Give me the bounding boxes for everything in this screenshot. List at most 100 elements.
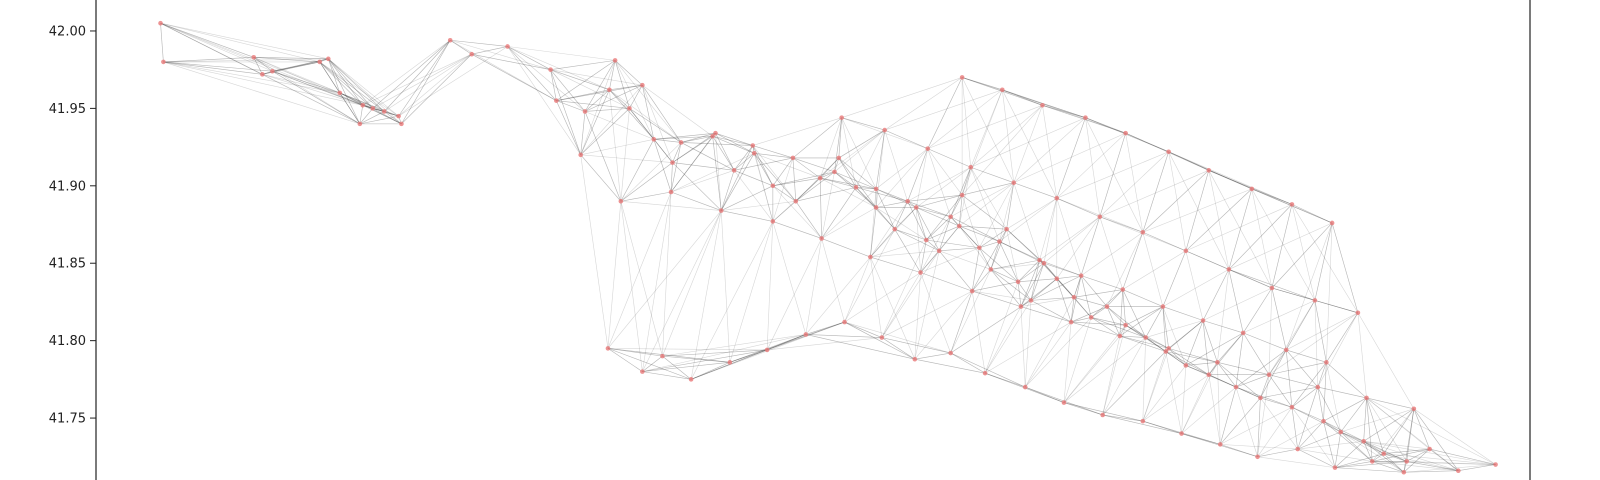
edge-line bbox=[1056, 132, 1126, 199]
edge-line bbox=[819, 117, 842, 179]
edge-line bbox=[841, 117, 928, 149]
edge-line bbox=[1372, 453, 1384, 462]
edge-line bbox=[319, 61, 373, 109]
edge-line bbox=[950, 352, 1026, 388]
edge-line bbox=[881, 250, 940, 338]
edge-line bbox=[753, 153, 774, 222]
data-point bbox=[1200, 318, 1206, 323]
edge-line bbox=[620, 162, 673, 202]
edge-line bbox=[733, 170, 774, 222]
data-point bbox=[1283, 347, 1289, 353]
edge-line bbox=[838, 157, 857, 188]
edge-line bbox=[834, 129, 885, 173]
edge-line bbox=[642, 210, 722, 372]
edge-line bbox=[319, 61, 385, 112]
edge-line bbox=[870, 201, 908, 258]
edge-line bbox=[1363, 441, 1384, 454]
edge-line bbox=[1080, 275, 1108, 307]
edge-line bbox=[1268, 374, 1318, 388]
edge-line bbox=[1030, 275, 1082, 301]
edge-line bbox=[339, 92, 399, 117]
edge-line bbox=[1251, 188, 1273, 289]
edge-line bbox=[1363, 408, 1415, 442]
y-tick-label: 41.85 bbox=[49, 257, 86, 272]
data-point bbox=[618, 198, 624, 204]
edge-line bbox=[1071, 321, 1126, 326]
edge-line bbox=[1243, 300, 1316, 334]
data-point bbox=[1022, 384, 1028, 390]
edge-line bbox=[1208, 170, 1230, 270]
edge-line bbox=[1119, 335, 1169, 349]
edge-line bbox=[950, 167, 972, 217]
edge-line bbox=[471, 53, 551, 70]
edge-line bbox=[1025, 386, 1065, 403]
edge-line bbox=[907, 148, 929, 202]
edge-line bbox=[870, 228, 895, 258]
edge-line bbox=[805, 321, 845, 335]
edge-line bbox=[961, 167, 972, 196]
edge-line bbox=[961, 77, 972, 168]
edge-line bbox=[990, 269, 1019, 283]
edge-line bbox=[990, 241, 1000, 270]
edge-line bbox=[753, 153, 774, 186]
edge-line bbox=[712, 135, 755, 154]
edge-line bbox=[1285, 300, 1316, 351]
edge-line bbox=[1106, 306, 1126, 326]
edge-line bbox=[1383, 448, 1430, 454]
edge-line bbox=[1142, 231, 1186, 252]
edge-line bbox=[1125, 306, 1164, 326]
edge-line bbox=[979, 247, 1019, 283]
edge-line bbox=[1039, 216, 1100, 261]
edge-line bbox=[1357, 312, 1415, 409]
edge-line bbox=[253, 57, 363, 106]
edge-line bbox=[450, 39, 557, 101]
edge-line bbox=[670, 162, 673, 193]
edge-line bbox=[1185, 365, 1237, 388]
edge-line bbox=[1073, 275, 1082, 298]
edge-line bbox=[1208, 362, 1218, 375]
edge-line bbox=[1102, 414, 1182, 434]
edge-line bbox=[507, 46, 551, 70]
edge-line bbox=[855, 187, 877, 208]
edge-line bbox=[1056, 197, 1100, 218]
edge-line bbox=[1119, 335, 1169, 349]
edge-line bbox=[1286, 349, 1327, 363]
edge-line bbox=[990, 259, 1040, 270]
edge-line bbox=[1228, 204, 1293, 270]
edge-line bbox=[805, 238, 822, 335]
edge-line bbox=[844, 321, 915, 360]
edge-line bbox=[1323, 420, 1341, 433]
edge-line bbox=[1102, 414, 1182, 434]
edge-line bbox=[471, 53, 557, 101]
edge-line bbox=[1017, 262, 1045, 283]
edge-line bbox=[670, 142, 682, 193]
edge-line bbox=[772, 171, 835, 187]
edge-line bbox=[990, 269, 1022, 307]
edge-line bbox=[1185, 170, 1210, 251]
edge-line bbox=[767, 334, 806, 351]
edge-line bbox=[670, 191, 722, 211]
edge-line bbox=[1142, 188, 1252, 233]
edge-line bbox=[580, 108, 630, 156]
edge-line bbox=[1102, 325, 1126, 416]
edge-line bbox=[795, 201, 822, 239]
edge-line bbox=[838, 157, 877, 208]
edge-line bbox=[384, 111, 402, 125]
data-point bbox=[1083, 115, 1088, 120]
edge-line bbox=[1043, 263, 1075, 298]
edge-line bbox=[1228, 188, 1253, 270]
edge-line bbox=[712, 136, 735, 171]
edge-line bbox=[950, 352, 986, 374]
edge-line bbox=[1042, 105, 1086, 118]
edge-line bbox=[609, 89, 622, 202]
edge-line bbox=[328, 58, 363, 106]
edge-line bbox=[359, 115, 399, 125]
edge-line bbox=[870, 256, 921, 273]
edge-line bbox=[927, 89, 1003, 149]
edge-line bbox=[1406, 408, 1415, 462]
edge-line bbox=[950, 216, 1000, 242]
edge-line bbox=[550, 69, 581, 155]
edge-line bbox=[1403, 448, 1430, 473]
edge-line bbox=[766, 221, 774, 350]
edge-line bbox=[1122, 289, 1146, 338]
